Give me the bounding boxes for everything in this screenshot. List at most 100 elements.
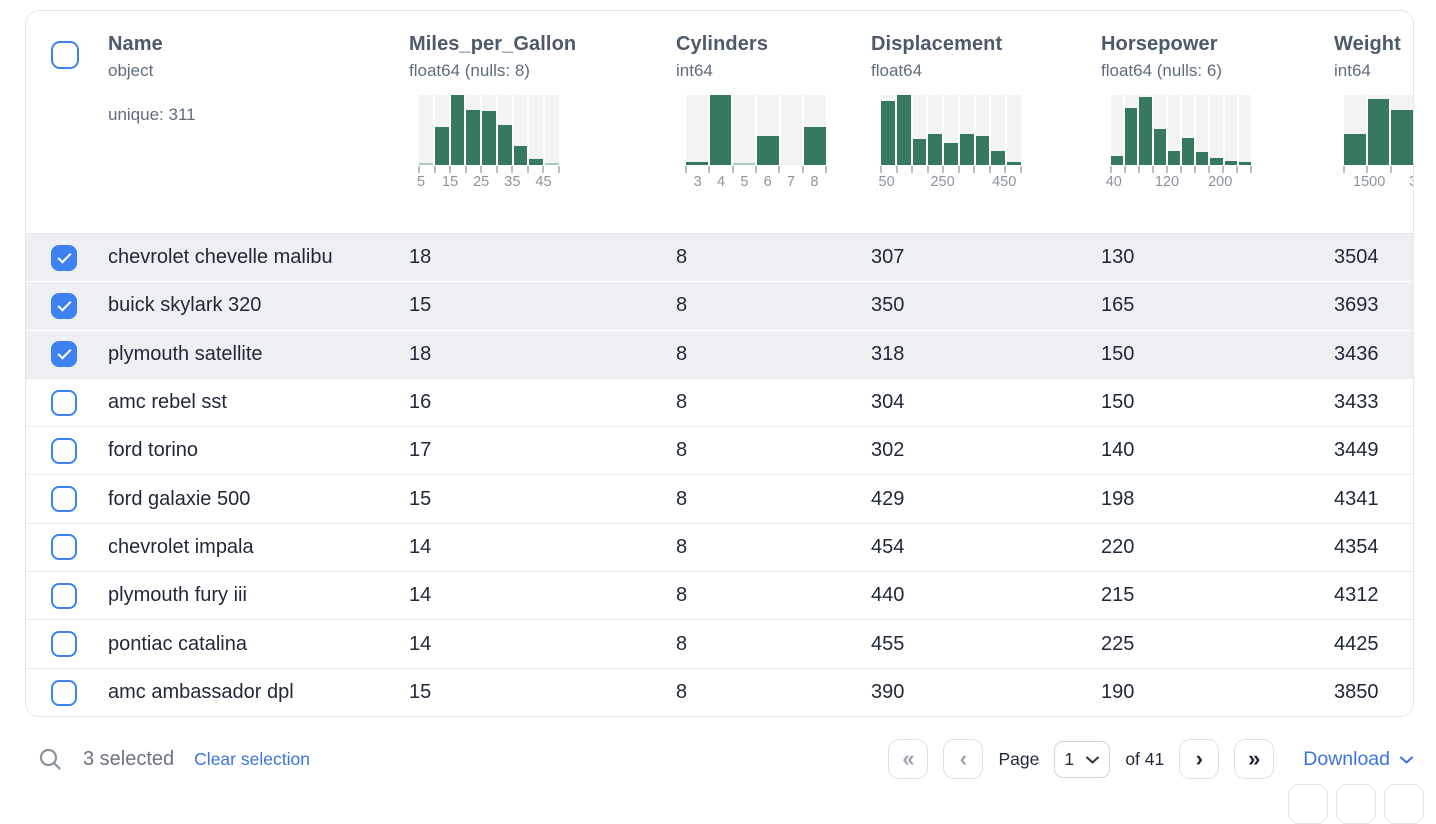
hidden-action-button-1[interactable] [1288,784,1328,824]
column-header-displacement: Displacement float64 50 250 450 [871,11,1101,233]
axis-tick [801,166,804,173]
cell-hp: 225 [1101,632,1135,655]
last-page-button[interactable]: » [1234,739,1275,779]
row-checkbox-cell [26,679,108,706]
cell-disp: 302 [871,439,905,462]
search-icon[interactable] [37,746,63,772]
row-checkbox[interactable] [51,437,77,464]
download-label: Download [1303,747,1390,770]
axis-tick [973,166,976,173]
histogram-bar [497,125,512,165]
axis-tick [558,166,560,173]
axis-tick-label: 50 [878,174,895,190]
histogram-bin [1224,95,1237,165]
histogram-bin [1007,95,1022,165]
cell-disp: 307 [871,246,905,269]
row-checkbox-cell [26,292,108,319]
histogram-bar [1111,155,1124,165]
row-checkbox[interactable] [51,389,77,416]
histogram-bar [1139,97,1152,165]
row-checkbox[interactable] [51,631,77,658]
cell-disp: 350 [871,294,905,317]
histogram-bin [1182,95,1195,165]
cell-weight: 3433 [1334,391,1379,414]
column-type: object [108,61,154,80]
axis-tick [880,166,882,173]
row-checkbox[interactable] [51,679,77,706]
axis-tick [1166,166,1168,173]
cell-name: amc ambassador dpl [108,681,294,704]
axis-tick [1152,166,1154,173]
row-checkbox[interactable] [51,534,77,561]
axis-tick [511,166,514,173]
hidden-action-button-2[interactable] [1336,784,1376,824]
clear-selection-link[interactable]: Clear selection [194,748,310,769]
histogram-bar [959,133,974,165]
cell-weight: 3436 [1334,342,1379,365]
axis-tick [1020,166,1022,173]
page-select-value: 1 [1064,748,1075,769]
axis-tick [708,166,711,173]
histogram-bin [780,95,803,165]
table-row: amc rebel sst 16 8 304 150 3433 [26,378,1413,428]
histogram-bar [1210,158,1223,165]
chevron-down-icon [1399,748,1414,771]
histogram-bin [1344,95,1366,165]
hidden-action-button-3[interactable] [1384,784,1424,824]
column-title: Miles_per_Gallon [409,33,577,55]
histogram-bin [545,95,560,165]
table-row: buick skylark 320 15 8 350 165 3693 [26,282,1413,331]
row-checkbox-cell [26,582,108,609]
histogram-bar [1167,151,1181,165]
displacement-histogram[interactable]: 50 250 450 [878,95,1022,191]
next-page-button[interactable]: › [1179,739,1220,779]
row-checkbox[interactable] [51,486,77,513]
column-type: int64 [676,61,713,80]
prev-page-button[interactable]: ‹ [943,739,984,779]
cell-mpg: 15 [409,681,432,704]
chevron-down-icon [1085,749,1100,770]
column-header-name: Name object unique: 311 [108,11,409,233]
column-header-mpg: Miles_per_Gallon float64 (nulls: 8) 5 15 2… [409,11,676,233]
cell-weight: 3693 [1334,294,1379,317]
cell-cyl: 8 [676,584,688,607]
axis-tick [1236,166,1238,173]
first-page-button[interactable]: « [888,739,929,779]
cell-weight: 4341 [1334,487,1379,510]
cell-mpg: 18 [409,342,432,365]
histogram-bar [912,139,927,165]
cell-mpg: 18 [409,246,432,269]
axis-tick [464,166,467,173]
mpg-histogram[interactable]: 5 15 25 35 45 [417,95,560,191]
row-checkbox[interactable] [51,292,77,319]
cell-hp: 130 [1101,246,1135,269]
row-checkbox[interactable] [51,244,77,271]
row-checkbox[interactable] [51,341,77,368]
row-checkbox-cell [26,534,108,561]
column-unique-count: unique: 311 [108,105,196,124]
select-all-checkbox[interactable] [51,41,79,69]
histogram-bin [709,95,732,165]
histogram-bar [529,158,544,165]
cell-mpg: 15 [409,487,432,510]
cell-mpg: 14 [409,632,432,655]
axis-tick [1004,166,1007,173]
axis-tick-label: 120 [1154,174,1180,190]
cell-name: buick skylark 320 [108,294,262,317]
histogram-bin [912,95,927,165]
page-select[interactable]: 1 [1054,740,1111,778]
histogram-bin [991,95,1006,165]
axis-tick-label: 5 [740,174,749,190]
axis-tick-label: 35 [504,174,521,190]
histogram-bin [959,95,974,165]
histogram-bar [1153,128,1166,165]
row-checkbox[interactable] [51,582,77,609]
cell-cyl: 8 [676,632,688,655]
axis-tick-label: 1500 [1353,174,1386,190]
weight-histogram[interactable]: 1500 3500 [1343,95,1413,191]
download-menu[interactable]: Download [1303,748,1414,771]
horsepower-histogram[interactable]: 40 120 200 [1106,95,1252,191]
axis-tick [895,166,898,173]
column-title: Displacement [871,33,1003,55]
